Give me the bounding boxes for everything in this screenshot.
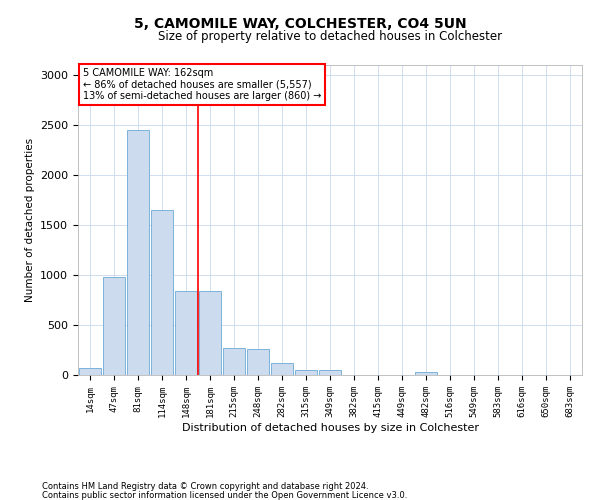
Bar [319,370,341,375]
Text: Contains public sector information licensed under the Open Government Licence v3: Contains public sector information licen… [42,490,407,500]
X-axis label: Distribution of detached houses by size in Colchester: Distribution of detached houses by size … [182,422,479,432]
Bar [223,348,245,375]
Bar [295,370,317,375]
Text: Contains HM Land Registry data © Crown copyright and database right 2024.: Contains HM Land Registry data © Crown c… [42,482,368,491]
Bar [79,368,101,375]
Bar [103,277,125,375]
Y-axis label: Number of detached properties: Number of detached properties [25,138,35,302]
Bar [175,291,197,375]
Bar [271,363,293,375]
Text: 5, CAMOMILE WAY, COLCHESTER, CO4 5UN: 5, CAMOMILE WAY, COLCHESTER, CO4 5UN [134,18,466,32]
Bar [415,372,437,375]
Bar [247,349,269,375]
Bar [151,210,173,375]
Title: Size of property relative to detached houses in Colchester: Size of property relative to detached ho… [158,30,502,43]
Text: 5 CAMOMILE WAY: 162sqm
← 86% of detached houses are smaller (5,557)
13% of semi-: 5 CAMOMILE WAY: 162sqm ← 86% of detached… [83,68,322,102]
Bar [199,291,221,375]
Bar [127,130,149,375]
